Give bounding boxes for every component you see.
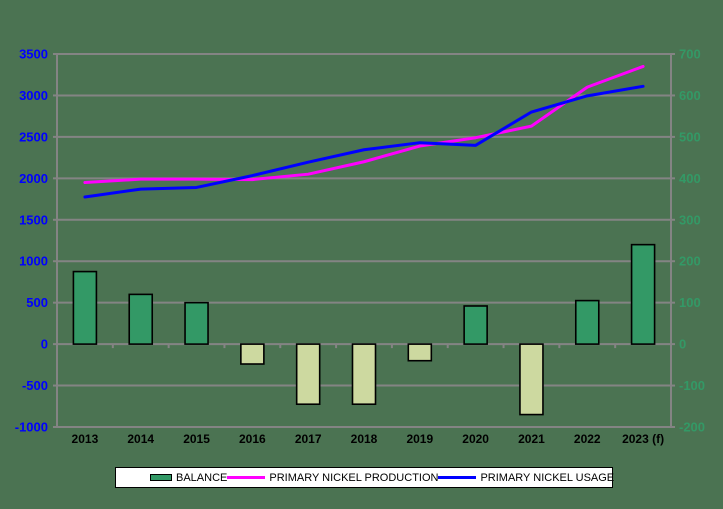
balance-bar-2015 — [184, 301, 209, 345]
svg-text:2019: 2019 — [406, 432, 433, 446]
svg-text:2020: 2020 — [462, 432, 489, 446]
balance-bars — [72, 243, 656, 416]
svg-text:2016: 2016 — [239, 432, 266, 446]
balance-bar-2017 — [295, 343, 321, 406]
balance-bar-2022 — [574, 299, 600, 345]
svg-text:600: 600 — [679, 88, 701, 103]
legend-item-usage: PRIMARY NICKEL USAGE — [438, 472, 614, 484]
usage-line-swatch — [438, 476, 477, 479]
legend-label-usage: PRIMARY NICKEL USAGE — [480, 471, 615, 484]
svg-text:700: 700 — [679, 47, 701, 62]
usage-line — [83, 84, 645, 199]
svg-text:2023 (f): 2023 (f) — [622, 432, 664, 446]
svg-text:-200: -200 — [679, 420, 705, 435]
svg-text:500: 500 — [679, 129, 701, 144]
plot-border — [56, 54, 672, 427]
chart-legend: BALANCE PRIMARY NICKEL PRODUCTION PRIMAR… — [115, 467, 614, 488]
balance-bar-2014 — [128, 293, 154, 345]
svg-text:400: 400 — [679, 171, 701, 186]
legend-item-balance: BALANCE — [150, 472, 227, 484]
svg-text:1500: 1500 — [19, 212, 48, 227]
svg-text:2000: 2000 — [19, 171, 48, 186]
legend-item-production: PRIMARY NICKEL PRODUCTION — [227, 472, 438, 484]
svg-text:2021: 2021 — [518, 432, 545, 446]
balance-bar-2016 — [240, 343, 265, 365]
svg-text:2018: 2018 — [351, 432, 378, 446]
category-axis-ticks — [111, 344, 617, 349]
balance-bar-2021 — [519, 343, 544, 416]
legend-label-production: PRIMARY NICKEL PRODUCTION — [269, 471, 439, 484]
svg-text:1000: 1000 — [19, 254, 48, 269]
svg-text:2500: 2500 — [19, 129, 48, 144]
legend-label-balance: BALANCE — [176, 471, 228, 484]
svg-text:-1000: -1000 — [15, 420, 48, 435]
x-axis-labels: 2013 2014 2015 2016 2017 2018 2019 2020 2021 2022… — [72, 432, 665, 446]
svg-text:2013: 2013 — [72, 432, 99, 446]
svg-text:300: 300 — [679, 212, 701, 227]
svg-text:0: 0 — [41, 337, 48, 352]
left-axis-labels: -1000 -500 0 500 1000 1500 2000 2500 3000 3500 — [15, 47, 48, 435]
svg-text:3500: 3500 — [19, 47, 48, 62]
production-line-swatch — [227, 476, 266, 479]
right-axis-labels: -200 -100 0 100 200 300 400 500 600 700 — [679, 47, 705, 435]
svg-text:-500: -500 — [22, 378, 48, 393]
balance-bar-2019 — [407, 343, 433, 362]
balance-bar-swatch — [150, 474, 172, 481]
svg-text:2022: 2022 — [574, 432, 601, 446]
svg-text:-100: -100 — [679, 378, 705, 393]
svg-text:0: 0 — [679, 337, 686, 352]
svg-text:100: 100 — [679, 295, 701, 310]
balance-bar-2020 — [463, 305, 488, 345]
svg-text:500: 500 — [26, 295, 48, 310]
balance-bar-2018 — [351, 343, 377, 406]
balance-bar-2013 — [72, 270, 98, 345]
production-line — [83, 64, 645, 184]
svg-text:3000: 3000 — [19, 88, 48, 103]
svg-text:2014: 2014 — [127, 432, 154, 446]
balance-bar-2023 (f) — [630, 243, 656, 345]
svg-text:200: 200 — [679, 254, 701, 269]
svg-text:2015: 2015 — [183, 432, 210, 446]
svg-text:2017: 2017 — [295, 432, 322, 446]
